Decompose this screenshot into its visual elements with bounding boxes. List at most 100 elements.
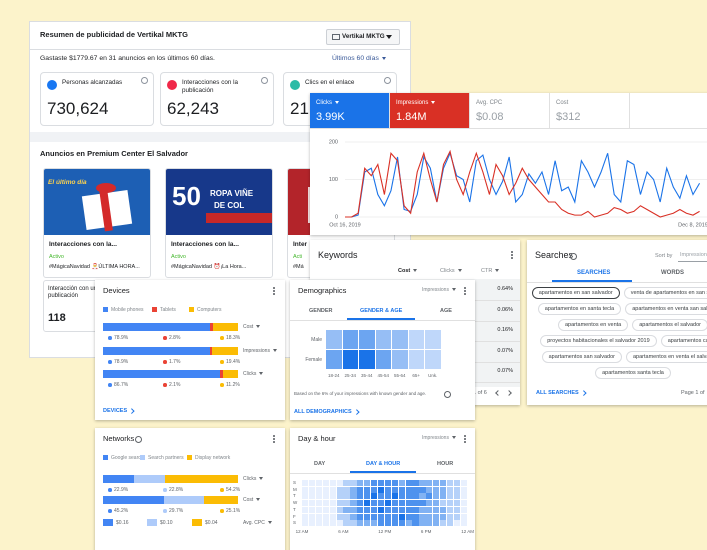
metric-select[interactable]: Impressions	[422, 435, 456, 441]
heat-cell	[433, 493, 440, 500]
date-range[interactable]: Últimos 60 días	[332, 55, 386, 62]
tab[interactable]: DAY	[314, 461, 326, 467]
legend-swatch	[140, 455, 145, 460]
coverage-note: Based on the 6% of your impressions with…	[294, 391, 427, 396]
heat-cell	[322, 486, 329, 493]
metric-tile[interactable]: Clicks 3.99K	[310, 93, 390, 128]
menu-dot	[464, 287, 466, 289]
metric-select[interactable]: Cost	[243, 324, 261, 330]
heat-cell	[384, 513, 392, 520]
heat-cell	[433, 500, 440, 507]
metric-select[interactable]: Clicks	[243, 371, 264, 377]
stat-label: Clics en el enlace	[305, 79, 355, 86]
menu-dot	[464, 293, 466, 296]
more-menu[interactable]	[464, 435, 467, 444]
heat-cell	[460, 500, 467, 507]
caret-icon	[431, 100, 436, 104]
value-label: 78.9%	[114, 359, 129, 365]
menu-dot	[464, 435, 466, 437]
heat-cell	[315, 506, 323, 513]
bar-segment	[220, 370, 223, 378]
row-label: S	[293, 480, 297, 485]
heat-cell	[412, 493, 419, 500]
legend-label: Google search	[111, 455, 144, 461]
x-label: 6 AM	[338, 529, 349, 534]
search-chip[interactable]: apartamentos santa tecla	[595, 367, 671, 379]
tabs-divider	[290, 319, 475, 321]
ad-status: Activo	[49, 254, 64, 260]
ctr-cell: 0.06%	[497, 306, 513, 313]
metric-tile[interactable]: Avg. CPC $0.08	[470, 93, 550, 128]
sort-select[interactable]: Impression	[678, 250, 707, 262]
legend-swatch	[187, 455, 192, 460]
value-label: 29.7%	[169, 508, 184, 514]
tabs-divider	[527, 281, 707, 283]
heat-cell	[357, 513, 364, 520]
more-menu[interactable]	[273, 287, 276, 296]
more-menu[interactable]	[273, 435, 276, 444]
search-chip[interactable]: apartamentos capital	[660, 335, 707, 347]
metric-select[interactable]: Avg. CPC	[243, 520, 272, 526]
column-header[interactable]: Clicks	[440, 268, 462, 274]
caret-icon	[256, 498, 261, 502]
tab[interactable]: SEARCHES	[577, 270, 611, 276]
devices-link[interactable]: DEVICES	[103, 408, 135, 414]
value-dot	[220, 488, 224, 492]
metric-name: Avg. CPC	[476, 100, 503, 106]
all-searches-link[interactable]: ALL SEARCHES	[536, 390, 586, 396]
search-chip[interactable]: apartamentos en venta	[557, 319, 629, 331]
metric-tile[interactable]: Cost $312	[550, 93, 630, 128]
ad-card[interactable]: 50 ROPA VIÑE DE COL Interacciones con la...…	[165, 168, 273, 278]
account-dropdown[interactable]: Vertikal MKTG	[326, 29, 400, 45]
search-chip[interactable]: apartamentos el salvador	[632, 319, 707, 331]
search-chip[interactable]: apartamentos en venta el salvador	[625, 351, 707, 363]
heat-cell	[357, 486, 364, 493]
x-label: 12 AM	[461, 529, 474, 534]
tab[interactable]: AGE	[440, 308, 452, 314]
more-menu[interactable]	[464, 287, 467, 296]
metric-select[interactable]: Clicks	[243, 476, 264, 482]
metric-select[interactable]: Impressions	[243, 348, 277, 354]
heat-cell	[405, 486, 412, 493]
heat-cell	[460, 486, 467, 493]
divider	[30, 49, 410, 50]
heat-cell	[302, 520, 309, 527]
search-chip[interactable]: venta de apartamentos en san salvador	[623, 287, 707, 299]
search-chip[interactable]: apartamentos san salvador	[541, 351, 622, 363]
searches-panel: Searches Sort by Impression SEARCHES WORDS ap…	[527, 240, 707, 405]
search-chip[interactable]: proyectos habitacionales el salvador 201…	[540, 335, 657, 347]
tab[interactable]: HOUR	[437, 461, 454, 467]
metric-select[interactable]: Impressions	[422, 287, 456, 293]
tab[interactable]: GENDER	[309, 308, 333, 314]
heat-cell	[359, 330, 375, 349]
heat-cell	[433, 520, 440, 527]
metric-select[interactable]: Cost	[243, 497, 261, 503]
search-chip[interactable]: apartamentos en venta san salvador	[625, 303, 707, 315]
column-header[interactable]: Cost	[398, 268, 418, 274]
heat-cell	[460, 506, 467, 513]
metric-value: 3.99K	[316, 111, 345, 123]
heat-cell	[308, 500, 316, 507]
search-chips: apartamentos en san salvador venta de apa…	[530, 287, 707, 385]
heat-cell	[460, 493, 467, 500]
metric-tile[interactable]: Impressions 1.84M	[390, 93, 470, 128]
heat-cell	[453, 506, 461, 513]
tab[interactable]: WORDS	[661, 270, 684, 276]
heat-cell	[384, 506, 392, 513]
tab[interactable]: GENDER & AGE	[360, 308, 403, 314]
demographics-link[interactable]: ALL DEMOGRAPHICS	[294, 409, 359, 415]
heat-cell	[343, 493, 350, 500]
search-chip[interactable]: apartamentos en san salvador	[531, 287, 620, 299]
next-page[interactable]	[506, 390, 512, 396]
heat-cell	[315, 520, 323, 527]
column-header[interactable]: CTR	[481, 268, 500, 274]
ad-card[interactable]: El último día Interacciones con la... Acti…	[43, 168, 151, 278]
search-chip[interactable]: apartamentos en santa tecla	[537, 303, 622, 315]
tab[interactable]: DAY & HOUR	[366, 461, 401, 467]
heat-cell	[315, 480, 323, 487]
more-menu[interactable]	[511, 251, 514, 260]
stat-value: 62,243	[167, 99, 219, 118]
heat-cell	[326, 350, 342, 369]
heat-cell	[440, 520, 447, 527]
prev-page[interactable]	[495, 390, 501, 396]
